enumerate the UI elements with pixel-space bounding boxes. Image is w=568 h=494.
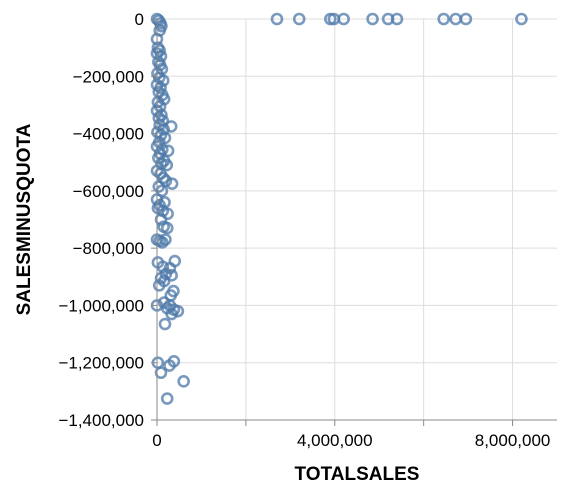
y-tick-label: 0 (135, 10, 144, 29)
x-axis-ticks: 0 4,000,000 8,000,000 (152, 420, 550, 450)
y-tick-label: −1,000,000 (58, 296, 144, 315)
data-point (390, 12, 404, 26)
data-point (154, 366, 168, 380)
data-point (158, 317, 172, 331)
data-point (171, 304, 185, 318)
y-gridlines (157, 18, 557, 421)
data-point (153, 44, 166, 57)
data-point (160, 392, 174, 405)
y-axis-ticks: 0 −200,000 −400,000 −600,000 −800,000 −1,000,… (58, 10, 157, 430)
x-tick-label: 8,000,000 (475, 431, 551, 450)
data-point (160, 158, 174, 172)
y-tick-label: −1,200,000 (58, 354, 144, 373)
data-point (437, 12, 450, 26)
y-axis-title: SALESMINUSQUOTA (14, 123, 35, 315)
data-point (177, 375, 190, 388)
y-tick-label: −400,000 (73, 125, 144, 144)
data-point (337, 12, 350, 26)
data-point (366, 12, 379, 26)
data-point (270, 12, 284, 26)
x-gridlines (156, 19, 514, 420)
data-point (165, 307, 178, 321)
x-axis-title: TOTALSALES (295, 464, 420, 485)
y-tick-label: −800,000 (73, 239, 144, 258)
data-point (165, 177, 179, 190)
data-point (152, 279, 166, 292)
x-tick-label: 4,000,000 (297, 431, 373, 450)
data-point (154, 271, 168, 285)
data-points (150, 12, 528, 405)
data-point (164, 120, 178, 133)
x-tick-label: 0 (152, 431, 161, 450)
y-tick-label: −600,000 (73, 182, 144, 201)
data-point (459, 12, 473, 26)
y-tick-label: −1,400,000 (58, 411, 144, 430)
data-point (160, 221, 174, 235)
y-tick-label: −200,000 (73, 67, 144, 86)
data-point (292, 12, 306, 26)
data-point (515, 12, 528, 26)
data-point (156, 260, 170, 274)
data-point (159, 233, 172, 246)
data-point (154, 213, 168, 226)
data-point (163, 359, 176, 372)
